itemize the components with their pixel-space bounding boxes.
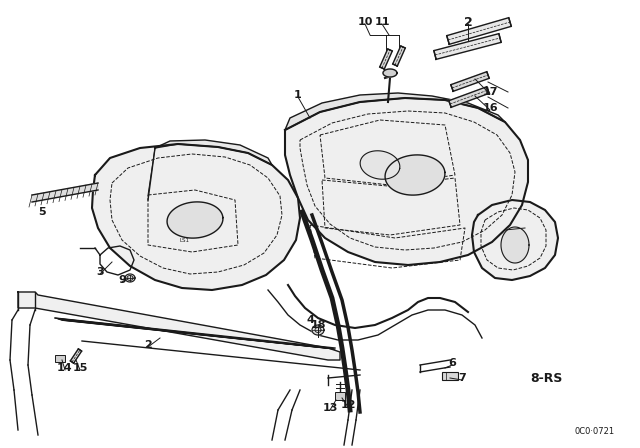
Text: 3: 3 bbox=[96, 267, 104, 277]
Text: 1: 1 bbox=[294, 90, 302, 100]
Polygon shape bbox=[383, 69, 397, 77]
Bar bbox=[335, 392, 345, 400]
Polygon shape bbox=[32, 183, 98, 202]
Polygon shape bbox=[360, 151, 400, 179]
Polygon shape bbox=[18, 292, 340, 360]
Text: 0C0·0721: 0C0·0721 bbox=[575, 427, 615, 436]
Polygon shape bbox=[312, 325, 324, 335]
Text: 10: 10 bbox=[357, 17, 372, 27]
Text: 17: 17 bbox=[483, 87, 498, 97]
Text: 13: 13 bbox=[323, 403, 338, 413]
Polygon shape bbox=[385, 155, 445, 195]
Polygon shape bbox=[285, 98, 528, 265]
Text: 2: 2 bbox=[144, 340, 152, 350]
Polygon shape bbox=[125, 274, 135, 282]
Polygon shape bbox=[449, 87, 489, 107]
Text: 6: 6 bbox=[448, 358, 456, 368]
Polygon shape bbox=[155, 140, 272, 165]
Text: 2: 2 bbox=[463, 16, 472, 29]
Polygon shape bbox=[434, 34, 501, 59]
Text: 11: 11 bbox=[374, 17, 390, 27]
Text: 12: 12 bbox=[340, 400, 356, 410]
Polygon shape bbox=[167, 202, 223, 238]
Polygon shape bbox=[447, 17, 511, 44]
Text: 5: 5 bbox=[38, 207, 46, 217]
Polygon shape bbox=[501, 227, 529, 263]
Polygon shape bbox=[451, 72, 489, 91]
Bar bbox=[55, 355, 65, 362]
Polygon shape bbox=[285, 93, 505, 130]
Text: 18: 18 bbox=[310, 320, 326, 330]
Polygon shape bbox=[70, 349, 82, 363]
Polygon shape bbox=[380, 49, 392, 69]
Text: 9: 9 bbox=[118, 275, 126, 285]
Text: 4: 4 bbox=[306, 315, 314, 325]
Polygon shape bbox=[92, 144, 300, 290]
Polygon shape bbox=[472, 200, 558, 280]
Polygon shape bbox=[393, 46, 405, 66]
Bar bbox=[442, 372, 458, 380]
Text: 15: 15 bbox=[72, 363, 88, 373]
Text: 8-RS: 8-RS bbox=[530, 371, 563, 384]
Text: 7: 7 bbox=[458, 373, 466, 383]
Text: 14: 14 bbox=[57, 363, 73, 373]
Text: LS1: LS1 bbox=[180, 237, 190, 242]
Text: 16: 16 bbox=[482, 103, 498, 113]
